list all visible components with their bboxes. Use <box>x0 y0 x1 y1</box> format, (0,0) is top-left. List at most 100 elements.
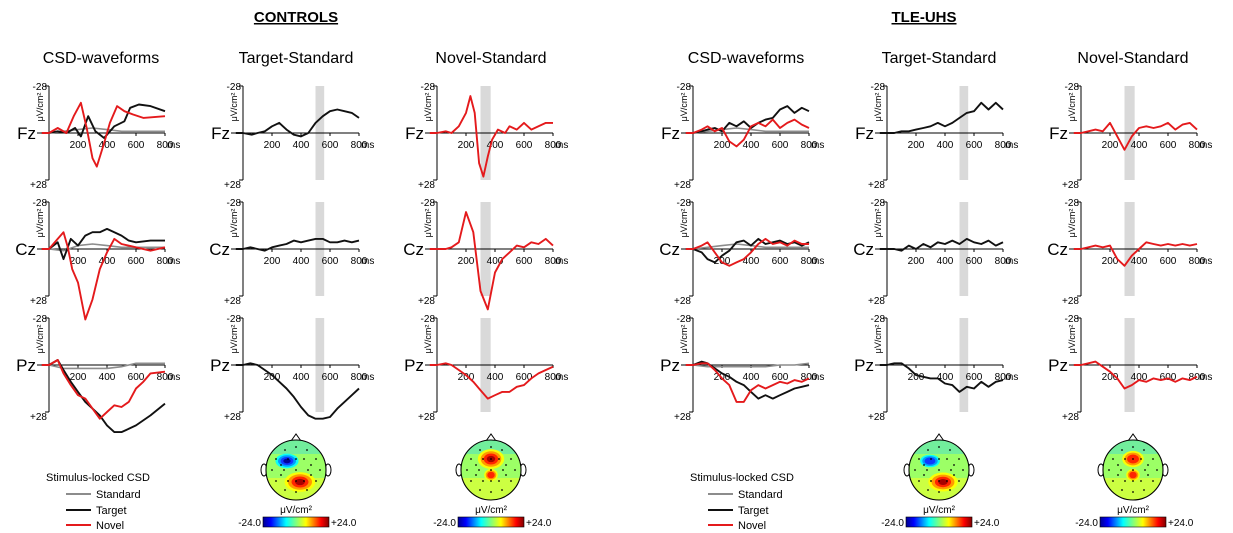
x-unit-label: ms <box>1199 256 1212 267</box>
field-lower <box>461 478 521 500</box>
x-tick-label-800: 800 <box>1189 140 1206 151</box>
y-tick-label-top: -28 <box>33 82 48 93</box>
y-tick-label-bottom: +28 <box>224 296 241 307</box>
colorbar-min-label: -24.0 <box>433 518 456 529</box>
electrode <box>319 469 321 471</box>
channel-label-fz: Fz <box>405 124 424 143</box>
electrode <box>1121 489 1123 491</box>
electrode <box>482 458 484 460</box>
topomap-field <box>1103 440 1163 500</box>
electrode <box>926 469 928 471</box>
electrode <box>284 489 286 491</box>
y-unit-label: μV/cm² <box>873 209 883 238</box>
y-unit-label: μV/cm² <box>229 209 239 238</box>
x-tick-label-400: 400 <box>743 372 760 383</box>
channel-label-cz: Cz <box>659 240 680 259</box>
x-tick-label-800: 800 <box>545 256 562 267</box>
electrode <box>514 469 516 471</box>
x-tick-label-200: 200 <box>908 256 925 267</box>
x-tick-label-400: 400 <box>293 256 310 267</box>
y-tick-label-bottom: +28 <box>224 412 241 423</box>
legend-title: Stimulus-locked CSD <box>690 472 794 484</box>
field-positive-central <box>487 471 495 479</box>
series-novel-pz <box>41 359 166 420</box>
electrode <box>1132 446 1134 448</box>
x-tick-label-400: 400 <box>937 140 954 151</box>
x-tick-label-800: 800 <box>995 140 1012 151</box>
electrode <box>1124 458 1126 460</box>
x-unit-label: ms <box>555 256 568 267</box>
panel-title: Novel-Standard <box>435 50 546 67</box>
series-target-pz <box>41 359 166 434</box>
series-novel-pz <box>429 362 554 400</box>
x-tick-label-200: 200 <box>70 140 87 151</box>
y-tick-label-bottom: +28 <box>674 180 691 191</box>
topomap-field <box>909 440 969 500</box>
electrode <box>505 464 507 466</box>
y-tick-label-top: -28 <box>421 82 436 93</box>
legend-label-novel: Novel <box>738 520 766 532</box>
y-unit-label: μV/cm² <box>229 325 239 354</box>
x-tick-label-400: 400 <box>743 256 760 267</box>
x-tick-label-400: 400 <box>1131 372 1148 383</box>
electrode <box>501 489 503 491</box>
y-tick-label-top: -28 <box>1065 82 1080 93</box>
electrode <box>914 469 916 471</box>
electrode <box>958 458 960 460</box>
x-tick-label-200: 200 <box>264 256 281 267</box>
y-tick-label-bottom: +28 <box>1062 412 1079 423</box>
x-tick-label-600: 600 <box>516 372 533 383</box>
electrode <box>949 489 951 491</box>
head-nose <box>290 433 302 442</box>
x-tick-label-200: 200 <box>458 372 475 383</box>
electrode <box>930 458 932 460</box>
x-tick-label-400: 400 <box>1131 256 1148 267</box>
y-tick-label-top: -28 <box>1065 314 1080 325</box>
electrode <box>479 449 481 451</box>
series-novel-pz <box>685 362 810 403</box>
electrode <box>287 480 289 482</box>
topomap-field <box>266 440 326 500</box>
electrode <box>475 474 477 476</box>
electrode <box>295 469 297 471</box>
electrode <box>315 480 317 482</box>
electrode <box>927 449 929 451</box>
electrode <box>923 474 925 476</box>
x-tick-label-800: 800 <box>995 372 1012 383</box>
electrode <box>284 449 286 451</box>
series-standard-cz <box>41 243 165 252</box>
x-tick-label-800: 800 <box>801 140 818 151</box>
x-unit-label: ms <box>811 372 824 383</box>
x-tick-label-200: 200 <box>458 256 475 267</box>
legend-title: Stimulus-locked CSD <box>46 472 150 484</box>
y-unit-label: μV/cm² <box>1067 209 1077 238</box>
y-tick-label-bottom: +28 <box>418 296 435 307</box>
series-target-pz <box>235 362 360 420</box>
y-tick-label-top: -28 <box>871 198 886 209</box>
x-unit-label: ms <box>167 140 180 151</box>
electrode <box>280 464 282 466</box>
y-tick-label-bottom: +28 <box>868 296 885 307</box>
y-tick-label-top: -28 <box>871 82 886 93</box>
field-positive-parietal <box>295 478 305 486</box>
electrode <box>280 474 282 476</box>
electrode <box>287 458 289 460</box>
x-tick-label-800: 800 <box>157 372 174 383</box>
channel-label-cz: Cz <box>15 240 36 259</box>
x-tick-label-600: 600 <box>516 140 533 151</box>
series-target-fz <box>235 108 360 138</box>
head-outline <box>1102 439 1164 501</box>
channel-label-fz: Fz <box>211 124 230 143</box>
field-positive-parietal <box>938 478 948 486</box>
topomap: μV/cm² -24.0 +24.0 <box>433 433 552 529</box>
